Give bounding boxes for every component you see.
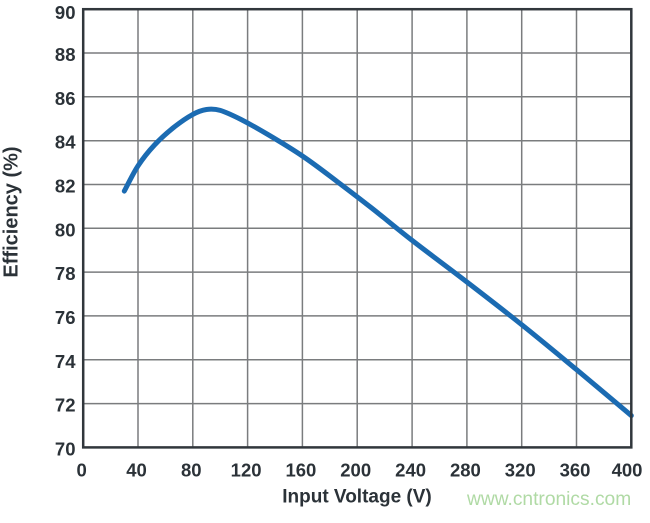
svg-text:240: 240 — [395, 460, 426, 481]
svg-text:80: 80 — [55, 219, 76, 240]
svg-text:Input Voltage (V): Input Voltage (V) — [282, 487, 432, 508]
svg-text:88: 88 — [55, 44, 76, 65]
svg-text:400: 400 — [612, 460, 643, 481]
svg-text:www.cntronics.com: www.cntronics.com — [466, 489, 631, 510]
svg-text:90: 90 — [55, 2, 76, 23]
svg-text:70: 70 — [55, 438, 76, 459]
svg-text:40: 40 — [126, 460, 147, 481]
svg-text:320: 320 — [505, 460, 536, 481]
svg-text:80: 80 — [181, 460, 202, 481]
svg-text:72: 72 — [55, 395, 76, 416]
svg-text:0: 0 — [77, 460, 87, 481]
svg-text:78: 78 — [55, 263, 76, 284]
svg-text:74: 74 — [55, 351, 76, 372]
svg-text:280: 280 — [450, 460, 481, 481]
svg-text:86: 86 — [55, 88, 76, 109]
svg-text:82: 82 — [55, 176, 76, 197]
svg-text:84: 84 — [55, 132, 76, 153]
svg-text:120: 120 — [231, 460, 262, 481]
svg-text:200: 200 — [340, 460, 371, 481]
svg-text:160: 160 — [285, 460, 316, 481]
svg-text:76: 76 — [55, 307, 76, 328]
svg-text:Efficiency (%): Efficiency (%) — [1, 146, 23, 277]
svg-text:360: 360 — [560, 460, 591, 481]
